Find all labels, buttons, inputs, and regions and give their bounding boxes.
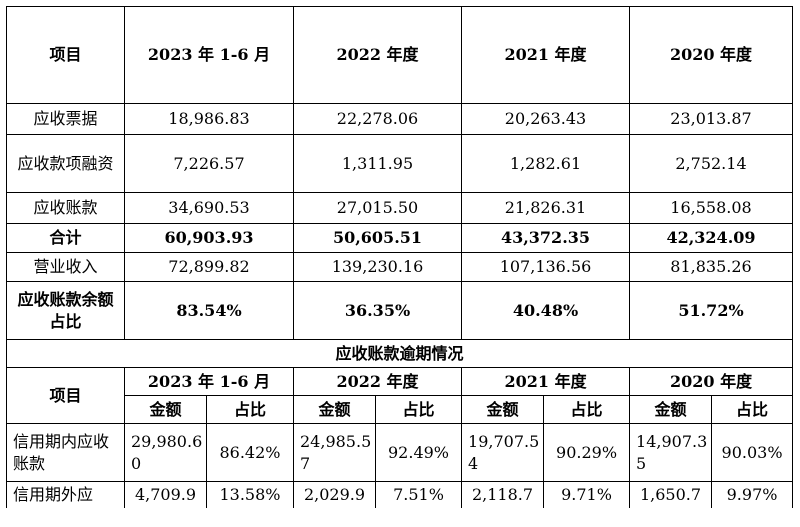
section-title: 应收账款逾期情况 xyxy=(6,339,793,368)
table-cell: 13.58% xyxy=(206,481,294,508)
table-cell: 27,015.50 xyxy=(293,192,462,224)
section-title-row: 应收账款逾期情况 xyxy=(6,339,793,368)
table-cell: 36.35% xyxy=(293,281,462,340)
sub-header-amount: 金额 xyxy=(124,395,207,424)
sub-header-amount: 金额 xyxy=(629,395,713,424)
sub-header-amount: 金额 xyxy=(293,395,376,424)
table-cell: 2,752.14 xyxy=(629,134,793,193)
table-cell: 22,278.06 xyxy=(293,103,462,135)
table-cell: 14,907.35 xyxy=(629,423,713,482)
sub-header-row: 金额 占比 金额 占比 金额 占比 金额 占比 xyxy=(7,395,794,424)
header-row: 项目 2023 年 1-6 月 2022 年度 2021 年度 2020 年度 xyxy=(6,6,793,104)
table-cell: 92.49% xyxy=(374,423,463,482)
table-cell: 7,226.57 xyxy=(124,134,294,193)
table-cell: 19,707.54 xyxy=(461,423,545,482)
table-cell: 9.97% xyxy=(711,481,794,508)
table-cell: 9.71% xyxy=(543,481,631,508)
total-row: 合计 60,903.93 50,605.51 43,372.35 42,324.… xyxy=(6,223,793,253)
table-cell: 107,136.56 xyxy=(461,252,630,282)
table-cell: 40.48% xyxy=(461,281,630,340)
table-cell: 4,709.9 xyxy=(124,481,207,508)
header-item: 项目 xyxy=(6,367,125,424)
row-label: 应收账款 xyxy=(6,192,125,224)
row-label: 信用期外应 xyxy=(6,481,125,508)
table-cell: 86.42% xyxy=(206,423,294,482)
table-cell: 7.51% xyxy=(374,481,463,508)
table-cell: 42,324.09 xyxy=(629,223,793,253)
header-period-2023h1: 2023 年 1-6 月 xyxy=(124,367,294,396)
header-period-2022: 2022 年度 xyxy=(293,6,462,104)
table-cell: 139,230.16 xyxy=(293,252,462,282)
period-header-row: 项目 2023 年 1-6 月 2022 年度 2021 年度 2020 年度 xyxy=(6,367,794,424)
table-cell: 24,985.57 xyxy=(293,423,376,482)
table-cell: 1,282.61 xyxy=(461,134,630,193)
table-cell: 2,029.9 xyxy=(293,481,376,508)
table-cell: 23,013.87 xyxy=(629,103,793,135)
table-cell: 83.54% xyxy=(124,281,294,340)
document-frame: 项目 2023 年 1-6 月 2022 年度 2021 年度 2020 年度 … xyxy=(6,6,794,526)
ratio-row: 应收账款余额占比 83.54% 36.35% 40.48% 51.72% xyxy=(6,281,793,340)
table-cell: 50,605.51 xyxy=(293,223,462,253)
header-period-2023h1: 2023 年 1-6 月 xyxy=(124,6,294,104)
sub-header-ratio: 占比 xyxy=(711,395,794,424)
table-cell: 1,650.7 xyxy=(629,481,713,508)
table-cell: 81,835.26 xyxy=(629,252,793,282)
header-item: 项目 xyxy=(6,6,125,104)
header-period-2022: 2022 年度 xyxy=(292,367,463,396)
row-label: 应收款项融资 xyxy=(6,134,125,193)
header-period-2020: 2020 年度 xyxy=(629,6,793,104)
table-cell: 34,690.53 xyxy=(124,192,294,224)
table-row: 应收票据 18,986.83 22,278.06 20,263.43 23,01… xyxy=(6,103,793,135)
row-label: 营业收入 xyxy=(6,252,125,282)
table-cell: 20,263.43 xyxy=(461,103,630,135)
table-cell: 43,372.35 xyxy=(461,223,630,253)
row-label: 应收账款余额占比 xyxy=(6,281,125,340)
table-row: 营业收入 72,899.82 139,230.16 107,136.56 81,… xyxy=(6,252,793,282)
table-cell: 2,118.7 xyxy=(461,481,545,508)
table-cell: 51.72% xyxy=(629,281,793,340)
overdue-receivables-table: 项目 2023 年 1-6 月 2022 年度 2021 年度 2020 年度 … xyxy=(6,367,794,508)
table-cell: 18,986.83 xyxy=(124,103,294,135)
header-period-2021: 2021 年度 xyxy=(461,367,631,396)
row-label: 信用期内应收账款 xyxy=(6,423,125,482)
sub-header-amount: 金额 xyxy=(461,395,545,424)
table-row: 信用期外应 4,709.9 13.58% 2,029.9 7.51% 2,118… xyxy=(6,481,794,508)
sub-header-ratio: 占比 xyxy=(543,395,631,424)
sub-header-ratio: 占比 xyxy=(206,395,294,424)
table-cell: 72,899.82 xyxy=(124,252,294,282)
row-label: 应收票据 xyxy=(6,103,125,135)
table-cell: 1,311.95 xyxy=(293,134,462,193)
table-cell: 29,980.60 xyxy=(124,423,207,482)
row-label: 合计 xyxy=(6,223,125,253)
receivables-summary-table: 项目 2023 年 1-6 月 2022 年度 2021 年度 2020 年度 … xyxy=(6,6,793,368)
table-cell: 21,826.31 xyxy=(461,192,630,224)
table-cell: 16,558.08 xyxy=(629,192,793,224)
sub-header-ratio: 占比 xyxy=(374,395,463,424)
table-row: 应收账款 34,690.53 27,015.50 21,826.31 16,55… xyxy=(6,192,793,224)
table-cell: 60,903.93 xyxy=(124,223,294,253)
table-cell: 90.03% xyxy=(711,423,794,482)
header-period-2021: 2021 年度 xyxy=(461,6,630,104)
header-period-2020: 2020 年度 xyxy=(629,367,794,396)
table-row: 信用期内应收账款 29,980.60 86.42% 24,985.57 92.4… xyxy=(6,423,794,482)
table-row: 应收款项融资 7,226.57 1,311.95 1,282.61 2,752.… xyxy=(6,134,793,193)
table-cell: 90.29% xyxy=(543,423,631,482)
